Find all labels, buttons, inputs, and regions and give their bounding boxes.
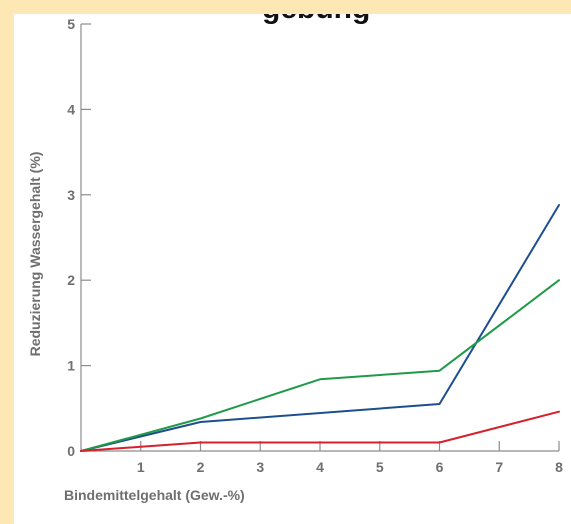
y-tick-label: 5 [67,16,75,32]
y-axis-label: Reduzierung Wassergehalt (%) [27,152,43,357]
x-axis-ticks: 1 2 3 4 5 6 7 8 [137,441,563,475]
x-tick-label: 7 [495,459,503,475]
series-lines [80,204,560,452]
y-tick-label: 2 [67,272,75,288]
x-axis-label: Bindemittelgehalt (Gew.-%) [64,487,245,503]
line-chart: gebung 0 1 2 3 4 5 1 2 3 4 5 6 7 8 Bindemittelgehalt… [27,14,563,503]
x-tick-label: 4 [316,459,324,475]
x-tick-label: 2 [197,459,205,475]
y-tick-label: 0 [67,443,75,459]
y-axis-ticks: 0 1 2 3 4 5 [67,16,91,459]
series-line-2 [80,279,560,452]
x-tick-label: 3 [256,459,264,475]
series-line-3 [80,410,560,452]
x-tick-label: 5 [376,459,384,475]
y-tick-label: 1 [67,358,75,374]
x-tick-label: 1 [137,459,145,475]
x-tick-label: 6 [436,459,444,475]
axes [80,24,559,452]
chart-panel: gebung 0 1 2 3 4 5 1 2 3 4 5 6 7 8 Bindemittelgehalt… [14,14,571,524]
series-line-1 [80,204,560,452]
chart-title: gebung [262,14,370,25]
y-tick-label: 4 [67,101,75,117]
x-tick-label: 8 [555,459,563,475]
y-tick-label: 3 [67,187,75,203]
